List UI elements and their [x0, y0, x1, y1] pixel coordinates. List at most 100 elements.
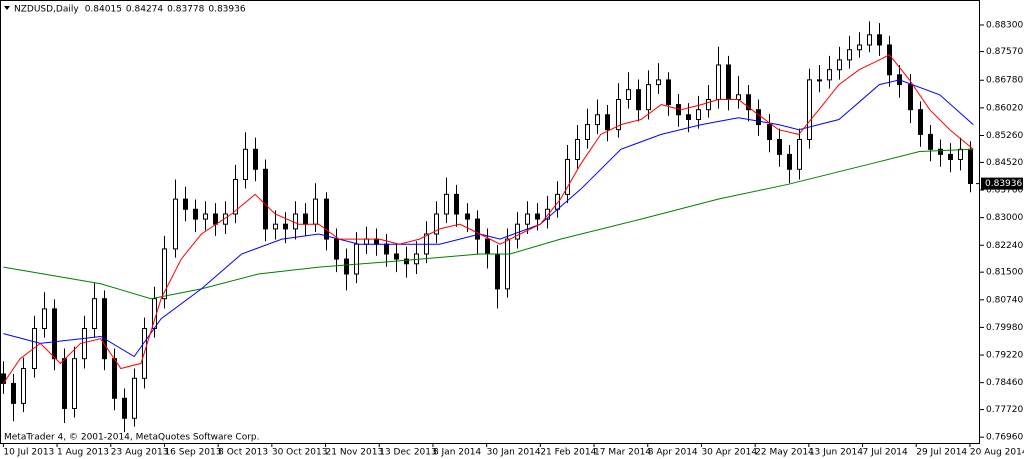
x-tick-label: 13 Jun 2014: [809, 448, 863, 458]
candle-body: [585, 124, 590, 140]
current-price-box: [981, 177, 1023, 190]
candle-body: [807, 79, 812, 140]
x-tick-label: 29 Jul 2014: [916, 448, 967, 458]
candle-body: [626, 89, 631, 101]
candle-body: [394, 253, 399, 260]
candle-body: [787, 153, 792, 170]
candle-body: [797, 138, 802, 170]
candle-body: [193, 208, 198, 220]
candle-body: [21, 367, 26, 404]
y-tick-label: 0.86780: [986, 76, 1023, 86]
moving-average-line: [2, 54, 974, 384]
candle-body: [918, 109, 923, 135]
y-tick-label: 0.82240: [986, 241, 1023, 251]
candle-body: [646, 84, 651, 111]
x-tick-label: 8 Apr 2014: [648, 448, 698, 458]
candle-body: [243, 148, 248, 180]
symbol-label: NZDUSD,Daily: [14, 5, 79, 15]
candle-body: [82, 328, 87, 360]
candle-body: [817, 79, 822, 82]
candle-body: [545, 208, 550, 220]
y-tick-label: 0.88300: [986, 20, 1023, 30]
y-tick-label: 0.83760: [986, 186, 1023, 196]
current-price-label: 0.83936: [985, 179, 1022, 189]
x-tick-label: 23 Aug 2013: [111, 448, 169, 458]
x-tick-label: 30 Jan 2014: [487, 448, 541, 458]
y-tick-label: 0.76960: [986, 433, 1023, 443]
candle-body: [52, 308, 57, 360]
candle-body: [344, 258, 349, 275]
candle-body: [404, 258, 409, 265]
candle-body: [465, 213, 470, 220]
candle-body: [928, 133, 933, 150]
candle-body: [263, 168, 268, 230]
candle-body: [605, 114, 610, 131]
x-tick-label: 16 Sep 2013: [164, 448, 221, 458]
x-tick-label: 21 Nov 2013: [326, 448, 384, 458]
header-ohlc-value: 0.83778: [167, 5, 204, 15]
candle-body: [475, 218, 480, 240]
candle-body: [908, 84, 913, 111]
x-tick-label: 21 Feb 2014: [540, 448, 596, 458]
x-tick-label: 30 Oct 2013: [272, 448, 328, 458]
x-tick-label: 22 May 2014: [755, 448, 814, 458]
y-tick-label: 0.79220: [986, 351, 1023, 361]
x-tick-label: 17 Mar 2014: [594, 448, 651, 458]
candle-body: [354, 243, 359, 275]
candle-body: [968, 148, 973, 184]
x-tick-label: 8 Jan 2014: [433, 448, 481, 458]
candle-body: [32, 328, 37, 369]
candle-body: [575, 138, 580, 160]
candle-body: [767, 124, 772, 140]
candle-body: [132, 377, 137, 419]
candle-body: [958, 148, 963, 160]
candle-body: [364, 238, 369, 245]
candle-body: [877, 34, 882, 46]
candle-body: [867, 34, 872, 46]
candle-body: [303, 213, 308, 225]
candle-body: [112, 358, 117, 399]
y-tick-label: 0.80740: [986, 295, 1023, 305]
candle-body: [334, 238, 339, 260]
y-tick-label: 0.84520: [986, 158, 1023, 168]
moving-average-line: [3, 79, 974, 358]
footer: MetaTrader 4, © 2001-2014, MetaQuotes So…: [4, 433, 260, 443]
candle-body: [273, 223, 278, 230]
candle-body: [213, 213, 218, 225]
candle-body: [948, 153, 953, 160]
candle-body: [293, 213, 298, 230]
x-tick-label: 20 Aug 2014: [970, 448, 1024, 458]
candle-body: [827, 69, 832, 81]
x-tick-label: 1 Aug 2013: [57, 448, 109, 458]
candle-body: [324, 198, 329, 240]
header-ohlc-value: 0.83936: [208, 5, 245, 15]
candle-body: [887, 44, 892, 76]
candle-body: [666, 79, 671, 106]
candle-body: [616, 99, 621, 131]
candle-body: [11, 382, 16, 404]
candle-body: [444, 193, 449, 215]
candle-body: [72, 358, 77, 409]
candle-body: [565, 158, 570, 195]
candle-body: [374, 238, 379, 245]
candle-body: [173, 198, 178, 250]
moving-average-line: [3, 148, 974, 300]
x-tick-label: 30 Apr 2014: [701, 448, 757, 458]
candle-body: [454, 193, 459, 215]
candle-body: [777, 138, 782, 155]
candle-body: [746, 94, 751, 111]
candle-body: [233, 178, 238, 215]
candle-body: [535, 213, 540, 220]
header-ohlc-value: 0.84015: [85, 5, 122, 15]
candle-body: [203, 213, 208, 220]
header-ohlc-value: 0.84274: [126, 5, 163, 15]
candle-body: [485, 238, 490, 255]
candle-body: [62, 358, 67, 409]
x-tick-label: 13 Dec 2013: [379, 448, 437, 458]
candle-body: [847, 49, 852, 61]
candle-body: [42, 308, 47, 330]
candle-body: [696, 109, 701, 120]
candle-body: [938, 148, 943, 155]
